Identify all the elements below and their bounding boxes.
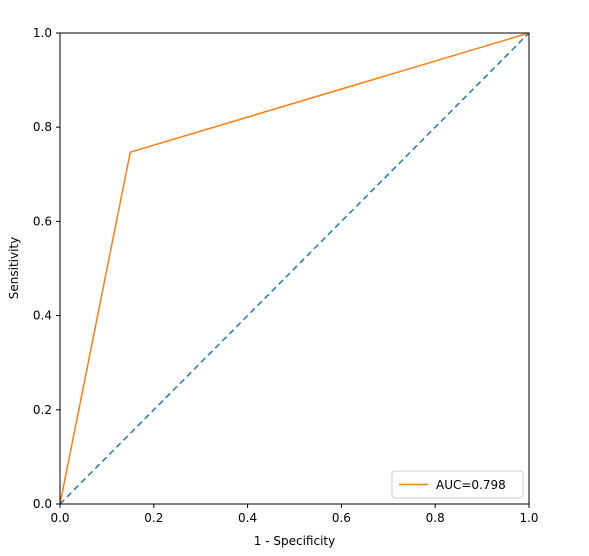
y-tick-label: 0.2	[33, 403, 52, 417]
x-tick-label: 1.0	[519, 511, 538, 525]
legend-label-auc: AUC=0.798	[436, 478, 506, 492]
x-tick-label: 0.4	[238, 511, 257, 525]
x-axis-label: 1 - Specificity	[254, 534, 335, 548]
legend: AUC=0.798	[391, 470, 524, 499]
tick-layer: 0.0 0.2 0.4 0.6 0.8 1.0 0.0 0.2 0.4 0.6 0.8 1.0	[33, 26, 539, 525]
series-layer	[59, 32, 530, 505]
chance-diagonal-line	[59, 32, 530, 505]
y-tick-label: 1.0	[33, 26, 52, 40]
y-tick-label: 0.6	[33, 214, 52, 228]
x-tick-label: 0.2	[144, 511, 163, 525]
x-tick-label: 0.0	[50, 511, 69, 525]
y-tick-label: 0.4	[33, 309, 52, 323]
plot-frame	[59, 32, 530, 505]
y-tick-label: 0.0	[33, 497, 52, 511]
x-tick-label: 0.8	[426, 511, 445, 525]
y-axis-label: Sensitivity	[7, 237, 21, 299]
legend-box	[391, 470, 524, 499]
roc-curve-line	[59, 32, 530, 505]
x-tick-label: 0.6	[332, 511, 351, 525]
y-tick-label: 0.8	[33, 120, 52, 134]
